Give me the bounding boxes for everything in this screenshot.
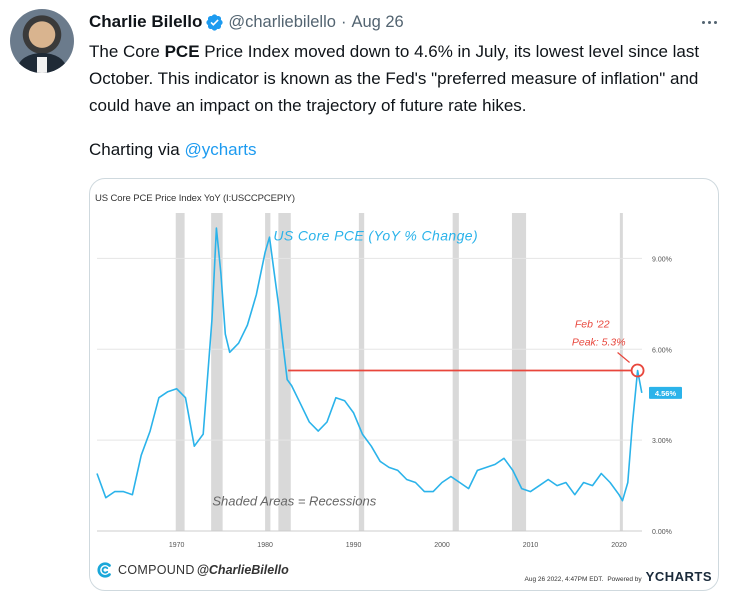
verified-badge-icon [206, 13, 223, 31]
last-value-label: 4.56% [655, 389, 677, 398]
recession-band [175, 213, 185, 531]
x-tick-label: 2010 [523, 542, 539, 549]
y-tick-label: 6.00% [652, 347, 672, 354]
ycharts-logo: YCHARTS [645, 569, 712, 584]
media-card[interactable]: 0.00% 3.00% 6.00% 9.00% 1970 1980 1990 2000 2010… [89, 178, 719, 591]
ycharts-mention-link[interactable]: @ycharts [184, 140, 257, 159]
author-name[interactable]: Charlie Bilello [89, 12, 203, 31]
inner-chart-title: US Core PCE (YoY % Change) [273, 227, 478, 243]
x-tick-label: 1970 [169, 542, 185, 549]
powered-by-label: Powered by [607, 576, 642, 583]
series-line-core-pce [96, 227, 643, 502]
author-avatar[interactable] [10, 9, 74, 73]
compound-c-icon [97, 562, 111, 578]
compound-brand: COMPOUND [118, 563, 195, 577]
x-tick-label: 2000 [434, 542, 450, 549]
compound-logo: COMPOUND @CharlieBilello [96, 561, 289, 579]
recession-band [211, 213, 223, 531]
tweet-text-part: The Core [89, 42, 165, 61]
chart: 0.00% 3.00% 6.00% 9.00% 1970 1980 1990 2000 2010… [96, 213, 682, 549]
header-separator: · [340, 12, 347, 31]
more-dot [701, 20, 705, 24]
recession-band [278, 213, 291, 531]
recession-band [511, 213, 527, 531]
y-tick-label: 3.00% [652, 438, 672, 445]
y-tick-label: 0.00% [652, 529, 672, 536]
x-tick-label: 1980 [257, 542, 273, 549]
compound-handle: @CharlieBilello [196, 563, 289, 577]
recession-band [619, 213, 623, 531]
y-tick-label: 9.00% [652, 256, 672, 263]
charting-label: Charting via [89, 140, 185, 159]
chart-footer: Aug 26 2022, 4:47PM EDT. Powered by YCHA… [525, 569, 712, 584]
recession-band [452, 213, 459, 531]
recession-note: Shaded Areas = Recessions [212, 493, 376, 508]
chart-title: US Core PCE Price Index YoY (I:USCCPCEPI… [95, 193, 295, 204]
author-handle[interactable]: @charliebilello [228, 12, 336, 31]
more-options-icon[interactable] [698, 11, 720, 33]
tweet-header: Charlie Bilello @charliebilello · Aug 26 [89, 11, 404, 33]
tweet-date[interactable]: Aug 26 [351, 12, 404, 31]
peak-label-date: Feb '22 [575, 318, 610, 330]
x-tick-label: 1990 [346, 542, 362, 549]
tweet-text-bold: PCE [164, 42, 200, 61]
recession-band [358, 213, 365, 531]
tweet-text: The Core PCE Price Index moved down to 4… [89, 38, 719, 119]
peak-label-value: Peak: 5.3% [572, 336, 626, 348]
peak-pointer [617, 352, 630, 363]
peak-circle [630, 363, 645, 378]
charting-line: Charting via @ycharts [89, 139, 257, 161]
tweet-text-part: Price Index moved down to 4.6% in July, … [89, 42, 700, 115]
chart-timestamp: Aug 26 2022, 4:47PM EDT. [524, 576, 604, 583]
avatar-collar [37, 57, 47, 73]
x-tick-label: 2020 [611, 542, 627, 549]
more-dot [707, 20, 711, 24]
last-value-badge [649, 386, 682, 399]
recession-band [265, 213, 271, 531]
more-dot [713, 20, 717, 24]
